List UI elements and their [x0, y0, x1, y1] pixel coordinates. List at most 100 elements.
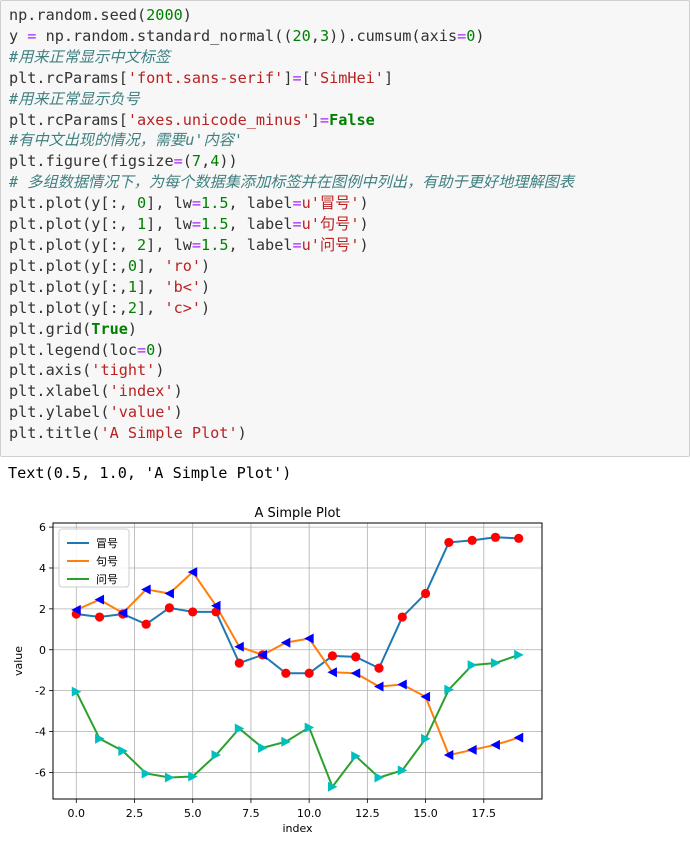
code-token: )	[201, 277, 211, 296]
code-token: 'b<'	[164, 277, 202, 296]
code-line: plt.plot(y[:,1], 'b<')	[9, 277, 689, 298]
code-token: 'SimHei'	[310, 68, 384, 87]
code-token: , label	[228, 215, 293, 234]
code-line: plt.xlabel('index')	[9, 381, 689, 402]
red-circle-marker	[94, 612, 105, 622]
code-token: )).cumsum(axis	[329, 26, 458, 45]
red-circle-marker	[188, 607, 198, 617]
code-line: plt.plot(y[:, 0], lw=1.5, label=u'冒号')	[9, 193, 689, 214]
blue-left-triangle-marker	[467, 744, 477, 755]
red-circle-marker	[304, 668, 314, 678]
legend-label: 问号	[96, 573, 118, 586]
code-token: ],	[137, 298, 165, 317]
blue-left-triangle-marker	[420, 691, 431, 702]
cell-output-text: Text(0.5, 1.0, 'A Simple Plot')	[8, 464, 292, 482]
code-token: =	[137, 340, 147, 359]
code-token: plt.figure(figsize	[9, 152, 174, 171]
code-token: 1.5	[201, 235, 229, 254]
code-token: #用来正常显示中文标签	[9, 47, 171, 66]
code-token: 0	[466, 26, 476, 45]
code-token: #有中文出现的情况，需要u'内容'	[9, 131, 244, 150]
cyan-right-triangle-marker	[397, 765, 408, 776]
code-token: # 多组数据情况下，为每个数据集添加标签并在图例中列出，有助于更好地理解图表	[9, 173, 575, 192]
blue-left-triangle-marker	[327, 667, 337, 678]
code-token: )	[475, 26, 485, 45]
code-token: ]	[310, 110, 320, 129]
code-token: [	[301, 68, 311, 87]
code-line: plt.plot(y[:, 1], lw=1.5, label=u'句号')	[9, 214, 689, 235]
code-token: 'axes.unicode_minus'	[127, 110, 311, 129]
red-circle-marker	[514, 533, 524, 543]
code-line: plt.ylabel('value')	[9, 402, 689, 423]
code-token: ,	[201, 152, 211, 171]
code-token: 20	[292, 26, 311, 45]
code-token: =	[292, 215, 302, 234]
y-tick-label: 0	[39, 644, 46, 657]
code-token: )	[155, 361, 165, 380]
code-token: plt.plot(y[:,	[9, 194, 138, 213]
plot-output: 0.0 2.5 5.0 7.5 10.0 12.5 15.0 17.5 6 4 2 0 -2 -4 -6 A …	[0, 500, 560, 845]
code-token: 1.5	[201, 215, 229, 234]
code-token: plt.rcParams[	[9, 68, 128, 87]
code-token: 1	[127, 277, 138, 296]
blue-left-triangle-marker	[304, 633, 314, 644]
code-token: 0	[146, 340, 156, 359]
code-token: 1.5	[201, 194, 229, 213]
code-token: )	[155, 340, 165, 359]
cyan-right-triangle-marker	[421, 733, 431, 744]
code-token: plt.plot(y[:,	[9, 298, 128, 317]
cyan-right-triangle-marker	[234, 723, 245, 734]
code-token: =	[191, 215, 202, 234]
code-token: 2	[127, 298, 138, 317]
code-token: plt.xlabel(	[9, 382, 110, 401]
y-tick-label: -2	[35, 685, 46, 698]
code-line: np.random.seed(2000)	[9, 5, 689, 26]
code-token: 'value'	[109, 403, 174, 422]
blue-left-triangle-marker	[187, 567, 198, 578]
cyan-right-triangle-marker	[351, 751, 361, 762]
cyan-right-triangle-marker	[514, 649, 524, 660]
code-line: plt.rcParams['axes.unicode_minus']=False	[9, 110, 689, 131]
red-circle-marker	[141, 619, 151, 629]
code-line: plt.figure(figsize=(7,4))	[9, 151, 689, 172]
x-axis-label: index	[282, 822, 313, 835]
y-tick-label: 4	[39, 562, 46, 575]
code-token: 2	[137, 235, 147, 254]
legend-label: 冒号	[96, 537, 118, 550]
x-tick-label: 0.0	[68, 807, 86, 820]
code-token: (	[182, 152, 192, 171]
code-token: np.random.seed(	[9, 6, 147, 24]
cyan-right-triangle-marker	[304, 722, 315, 733]
y-tick-label: 2	[39, 603, 46, 616]
code-token: =	[173, 152, 183, 171]
code-token: plt.title(	[9, 424, 101, 443]
code-cell-input[interactable]: np.random.seed(2000) y = np.random.standa…	[0, 0, 690, 457]
red-circle-marker	[281, 668, 291, 678]
code-token: 1	[137, 215, 147, 234]
red-circle-marker	[164, 603, 175, 613]
code-token: , label	[228, 194, 293, 213]
code-editor[interactable]: np.random.seed(2000) y = np.random.standa…	[1, 1, 689, 444]
code-line: y = np.random.standard_normal((20,3)).cu…	[9, 26, 689, 47]
code-token: 3	[319, 26, 330, 45]
cyan-right-triangle-marker	[164, 772, 175, 783]
cyan-right-triangle-marker	[118, 745, 128, 756]
blue-left-triangle-marker	[443, 750, 454, 761]
blue-left-triangle-marker	[117, 607, 128, 618]
cyan-right-triangle-marker	[490, 658, 501, 669]
code-token: )	[201, 256, 211, 275]
code-line: # 多组数据情况下，为每个数据集添加标签并在图例中列出，有助于更好地理解图表	[9, 172, 689, 193]
code-token: ], lw	[146, 215, 192, 234]
cyan-right-triangle-marker	[71, 686, 82, 697]
code-line: plt.plot(y[:,2], 'c>')	[9, 298, 689, 319]
code-token: False	[329, 110, 375, 129]
code-token: y	[9, 26, 28, 45]
red-circle-marker	[234, 658, 244, 668]
blue-left-triangle-marker	[513, 732, 524, 743]
code-token: ],	[137, 256, 165, 275]
code-line: #用来正常显示中文标签	[9, 47, 689, 68]
code-line: plt.plot(y[:, 2], lw=1.5, label=u'问号')	[9, 235, 689, 256]
code-token: )	[173, 403, 183, 422]
blue-left-triangle-marker	[211, 600, 221, 611]
